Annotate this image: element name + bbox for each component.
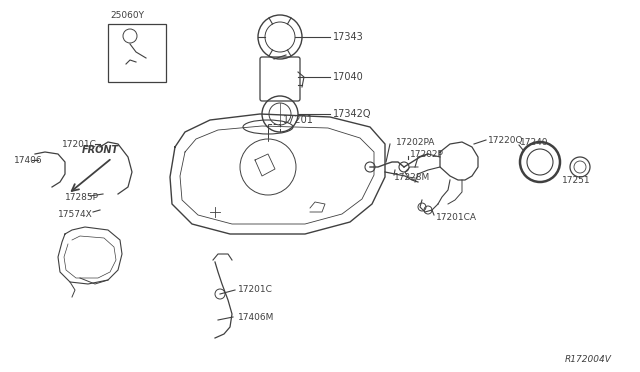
Text: 17201C: 17201C: [62, 140, 97, 148]
Bar: [108, 24, 166, 82]
Text: 17202PA: 17202PA: [396, 138, 435, 147]
Text: 17574X: 17574X: [58, 209, 93, 218]
Text: 17343: 17343: [333, 32, 364, 42]
Text: 17240: 17240: [520, 138, 548, 147]
Text: 17220Q: 17220Q: [488, 135, 524, 144]
Text: 17251: 17251: [562, 176, 591, 185]
Text: 17285P: 17285P: [65, 192, 99, 202]
Text: 17406: 17406: [14, 155, 43, 164]
Text: 17228M: 17228M: [394, 173, 430, 182]
Text: FRONT: FRONT: [82, 145, 119, 155]
Text: 17201CA: 17201CA: [436, 212, 477, 221]
Text: 17342Q: 17342Q: [333, 109, 371, 119]
Text: 17406M: 17406M: [238, 312, 275, 321]
Text: 17201: 17201: [283, 115, 314, 125]
Text: R172004V: R172004V: [565, 356, 612, 365]
Text: 25060Y: 25060Y: [110, 11, 144, 20]
Text: 17202P: 17202P: [410, 150, 444, 158]
Text: 17040: 17040: [333, 72, 364, 82]
Text: 17201C: 17201C: [238, 285, 273, 295]
